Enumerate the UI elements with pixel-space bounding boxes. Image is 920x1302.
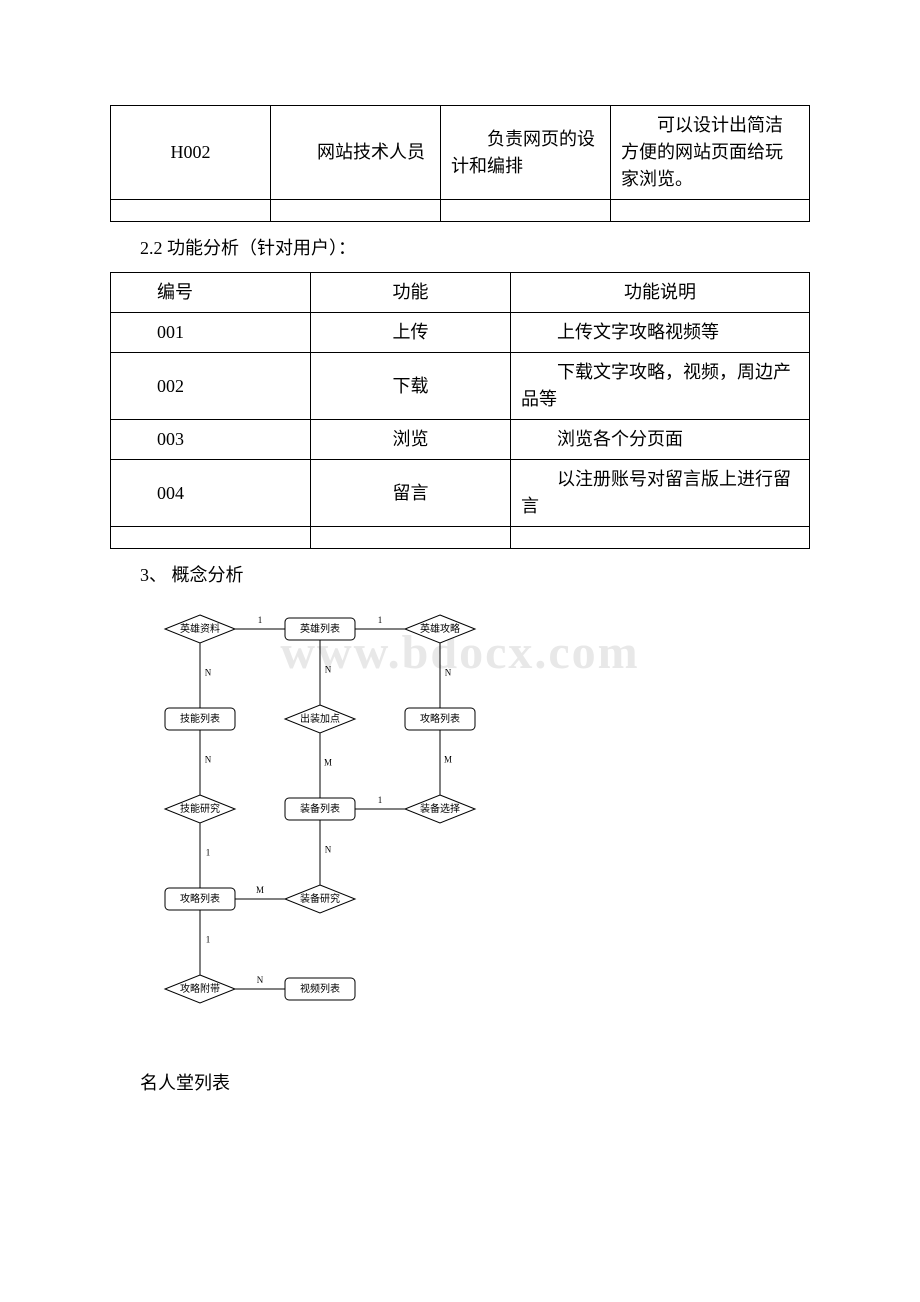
svg-text:N: N — [325, 665, 332, 675]
cell-role: 网站技术人员 — [271, 106, 441, 200]
svg-text:M: M — [256, 885, 264, 895]
empty-cell — [611, 200, 810, 222]
table-row: 001 上传 上传文字攻略视频等 — [111, 313, 810, 353]
svg-text:N: N — [205, 755, 212, 765]
table-row-empty — [111, 527, 810, 549]
table-row: H002 网站技术人员 负责网页的设计和编排 可以设计出简洁方便的网站页面给玩家… — [111, 106, 810, 200]
empty-cell — [511, 527, 810, 549]
empty-cell — [441, 200, 611, 222]
cell-responsibility: 负责网页的设计和编排 — [441, 106, 611, 200]
table-2: 编号 功能 功能说明 001 上传 上传文字攻略视频等 002 下载 下载文字攻… — [110, 272, 810, 549]
table-header-row: 编号 功能 功能说明 — [111, 273, 810, 313]
table-1: H002 网站技术人员 负责网页的设计和编排 可以设计出简洁方便的网站页面给玩家… — [110, 105, 810, 222]
empty-cell — [311, 527, 511, 549]
svg-text:1: 1 — [258, 615, 263, 625]
svg-text:N: N — [257, 975, 264, 985]
table-row: 003 浏览 浏览各个分页面 — [111, 420, 810, 460]
svg-text:N: N — [445, 668, 452, 678]
svg-text:1: 1 — [206, 935, 211, 945]
cell-func: 留言 — [311, 460, 511, 527]
table-row-empty — [111, 200, 810, 222]
svg-text:装备选择: 装备选择 — [420, 802, 460, 815]
er-diagram: 11NNNNMM11NM1N英雄资料英雄列表英雄攻略技能列表出装加点攻略列表技能… — [140, 599, 500, 1019]
svg-text:技能研究: 技能研究 — [180, 802, 220, 815]
svg-text:技能列表: 技能列表 — [180, 712, 220, 725]
svg-text:视频列表: 视频列表 — [300, 982, 340, 995]
cell-id: H002 — [111, 106, 271, 200]
svg-text:攻略列表: 攻略列表 — [180, 892, 220, 905]
svg-text:装备列表: 装备列表 — [300, 802, 340, 815]
svg-text:N: N — [325, 845, 332, 855]
cell-desc: 上传文字攻略视频等 — [511, 313, 810, 353]
cell-id: 003 — [111, 420, 311, 460]
cell-id: 004 — [111, 460, 311, 527]
svg-text:1: 1 — [378, 615, 383, 625]
svg-text:出装加点: 出装加点 — [300, 712, 340, 725]
footer-text: 名人堂列表 — [140, 1069, 810, 1095]
cell-id: 002 — [111, 353, 311, 420]
header-desc: 功能说明 — [511, 273, 810, 313]
empty-cell — [111, 200, 271, 222]
cell-func: 上传 — [311, 313, 511, 353]
cell-desc: 下载文字攻略，视频，周边产品等 — [511, 353, 810, 420]
svg-text:1: 1 — [378, 795, 383, 805]
cell-func: 浏览 — [311, 420, 511, 460]
section-2-2-title: 2.2 功能分析（针对用户）： — [140, 234, 810, 260]
header-func: 功能 — [311, 273, 511, 313]
empty-cell — [271, 200, 441, 222]
svg-text:M: M — [324, 758, 332, 768]
svg-text:英雄攻略: 英雄攻略 — [420, 622, 460, 635]
page-content: H002 网站技术人员 负责网页的设计和编排 可以设计出简洁方便的网站页面给玩家… — [0, 0, 920, 1135]
cell-id: 001 — [111, 313, 311, 353]
svg-text:M: M — [444, 755, 452, 765]
cell-desc: 以注册账号对留言版上进行留言 — [511, 460, 810, 527]
svg-text:1: 1 — [206, 848, 211, 858]
empty-cell — [111, 527, 311, 549]
section-3-title: 3、 概念分析 — [140, 561, 810, 587]
cell-desc: 浏览各个分页面 — [511, 420, 810, 460]
table-row: 004 留言 以注册账号对留言版上进行留言 — [111, 460, 810, 527]
table-row: 002 下载 下载文字攻略，视频，周边产品等 — [111, 353, 810, 420]
diagram-svg: 11NNNNMM11NM1N英雄资料英雄列表英雄攻略技能列表出装加点攻略列表技能… — [140, 599, 500, 1019]
svg-text:攻略列表: 攻略列表 — [420, 712, 460, 725]
header-id: 编号 — [111, 273, 311, 313]
svg-text:英雄列表: 英雄列表 — [300, 622, 340, 635]
svg-text:装备研究: 装备研究 — [300, 892, 340, 905]
svg-text:N: N — [205, 668, 212, 678]
svg-text:攻略附带: 攻略附带 — [180, 982, 220, 995]
cell-note: 可以设计出简洁方便的网站页面给玩家浏览。 — [611, 106, 810, 200]
cell-func: 下载 — [311, 353, 511, 420]
svg-text:英雄资料: 英雄资料 — [180, 622, 220, 635]
